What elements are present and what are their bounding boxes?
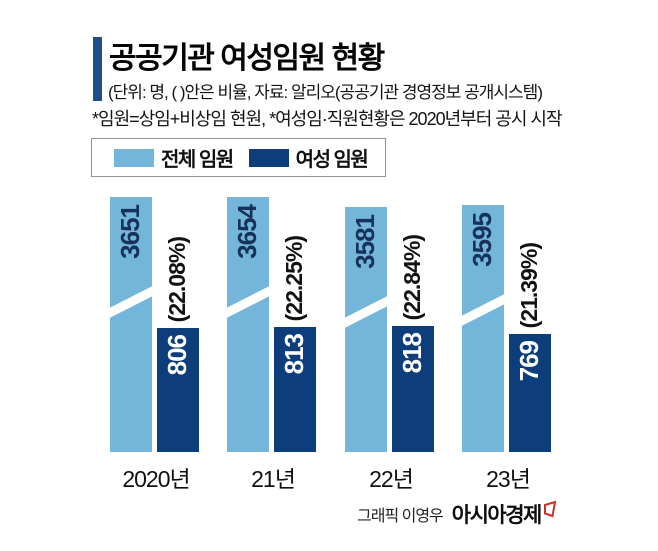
female-value-label: 769 xyxy=(514,341,544,382)
legend-swatch-total-executives xyxy=(114,148,154,167)
legend-label-total-executives: 전체 임원 xyxy=(161,149,234,171)
total-value-label: 3595 xyxy=(467,213,497,267)
female-executives-bar: 813 xyxy=(274,327,316,452)
female-executives-bar: 769 xyxy=(509,334,551,452)
percent-label: (22.25%) xyxy=(281,235,307,321)
credit-line: 그래픽 이영우 아시아경제 xyxy=(357,499,557,529)
total-executives-bar: 3654 xyxy=(227,197,269,452)
title-accent-bar xyxy=(93,37,102,101)
chart-subtitle: (단위: 명, ( )안은 비율, 자료: 알리오(공공기관 경영정보 공개시스… xyxy=(108,83,543,102)
credit-text: 그래픽 이영우 xyxy=(357,508,444,525)
year-axis-label: 23년 xyxy=(486,466,531,492)
female-value-label: 818 xyxy=(397,333,427,374)
axis-break-slash xyxy=(227,283,269,320)
axis-break-slash xyxy=(110,283,152,320)
total-value-label: 3654 xyxy=(232,205,262,259)
total-value-label: 3581 xyxy=(350,215,380,269)
percent-label: (21.39%) xyxy=(516,242,542,328)
total-value-label: 3651 xyxy=(115,205,145,259)
brand-logo-mark xyxy=(543,500,557,517)
female-executives-bar: 818 xyxy=(392,326,434,452)
year-axis-label: 2020년 xyxy=(122,466,190,492)
legend-label-female-executives: 여성 임원 xyxy=(295,149,369,171)
total-executives-bar: 3595 xyxy=(462,205,504,452)
percent-label: (22.08%) xyxy=(164,236,190,322)
female-executives-bar: 806 xyxy=(157,328,199,452)
percent-label: (22.84%) xyxy=(399,234,425,320)
legend-swatch-female-executives xyxy=(248,148,289,167)
brand-logo-text: 아시아경제 xyxy=(451,504,543,527)
total-executives-bar: 3581 xyxy=(345,207,387,452)
axis-break-slash xyxy=(345,293,387,330)
year-axis-label: 22년 xyxy=(369,466,414,492)
axis-break-slash xyxy=(462,291,504,328)
female-value-label: 813 xyxy=(279,334,309,375)
page-title: 공공기관 여성임원 현황 xyxy=(109,42,385,75)
year-axis-label: 21년 xyxy=(251,466,296,492)
chart-legend: 전체 임원 여성 임원 xyxy=(91,138,386,177)
total-executives-bar: 3651 xyxy=(110,197,152,452)
female-value-label: 806 xyxy=(162,335,192,376)
chart-note: *임원=상임+비상임 현원, *여성임·직원현황은 2020년부터 공시 시작 xyxy=(92,109,563,129)
